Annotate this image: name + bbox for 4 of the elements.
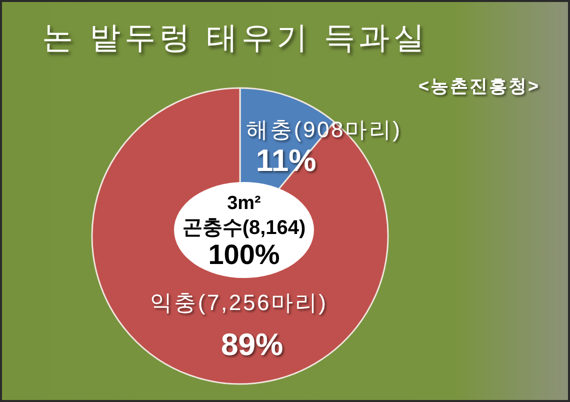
slice-label: 익충(7,256마리)	[150, 290, 328, 315]
text: <농촌진흥청>	[418, 76, 540, 96]
chart-title: 논 밭두렁 태우기 득과실	[42, 20, 429, 55]
data-label: 89%	[220, 327, 284, 362]
